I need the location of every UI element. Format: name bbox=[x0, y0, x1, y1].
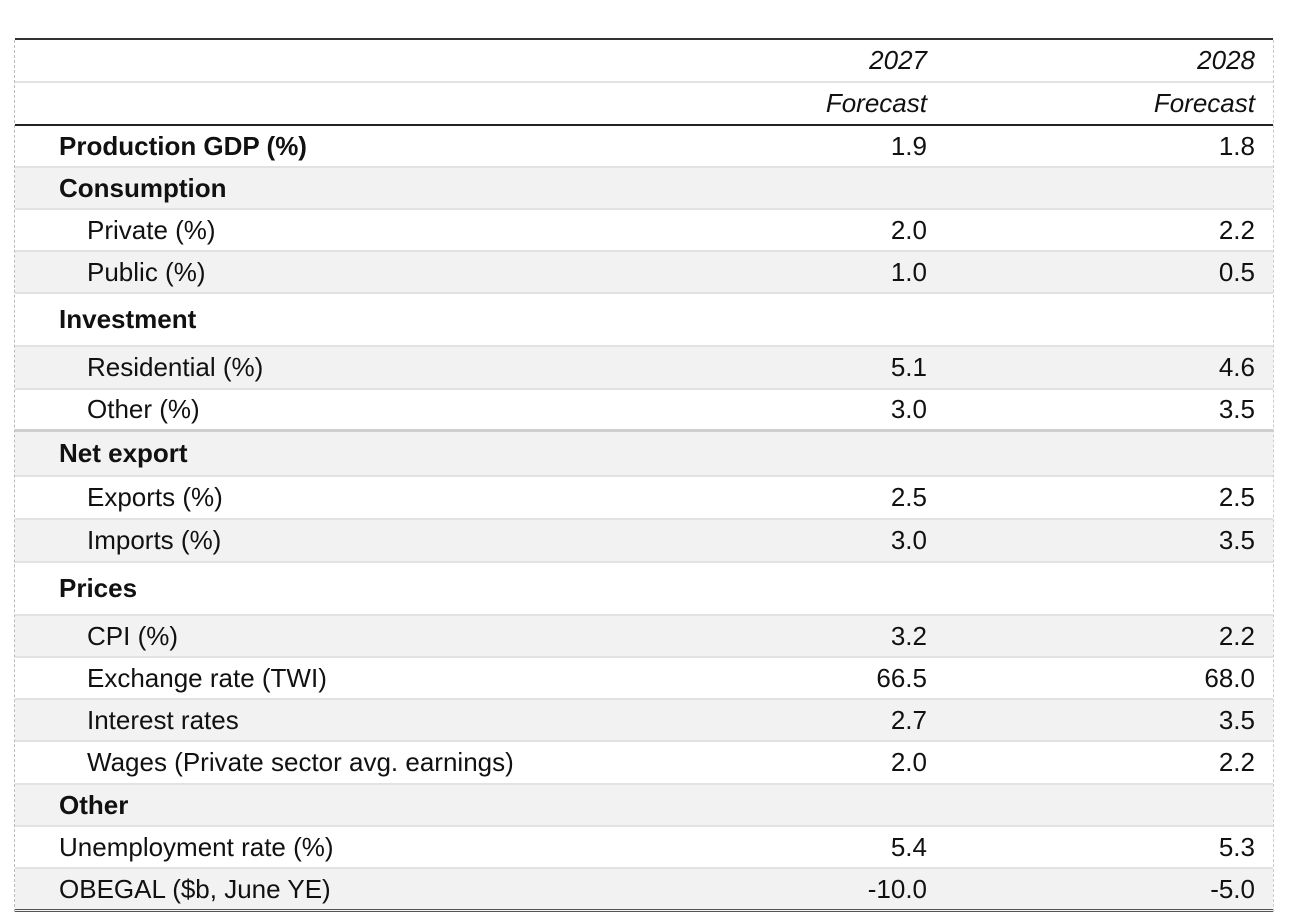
value-cell: 2.2 bbox=[1218, 747, 1255, 777]
value-cell: 3.5 bbox=[1218, 525, 1255, 555]
value-cell: 5.1 bbox=[890, 352, 927, 382]
table-row: OBEGAL ($b, June YE) -10.0 -5.0 bbox=[15, 869, 1273, 912]
table-row: Other (%) 3.0 3.5 bbox=[15, 390, 1273, 432]
table-row: Unemployment rate (%) 5.4 5.3 bbox=[15, 827, 1273, 869]
row-label: Exchange rate (TWI) bbox=[87, 662, 327, 693]
value-cell: 4.6 bbox=[1218, 352, 1255, 382]
table-row: Consumption bbox=[15, 168, 1273, 210]
row-label: Unemployment rate (%) bbox=[59, 831, 334, 862]
table-row: Residential (%) 5.1 4.6 bbox=[15, 347, 1273, 390]
value-cell: 2.5 bbox=[890, 482, 927, 512]
table-row: Interest rates 2.7 3.5 bbox=[15, 700, 1273, 742]
row-label: Imports (%) bbox=[87, 525, 222, 555]
table-row: Investment bbox=[15, 294, 1273, 347]
column-header: 2028 bbox=[1197, 45, 1255, 75]
row-label: Private (%) bbox=[87, 214, 216, 245]
row-label: Residential (%) bbox=[87, 352, 264, 382]
row-label: Public (%) bbox=[87, 256, 206, 287]
value-cell: 2.2 bbox=[1218, 620, 1255, 651]
value-cell: 0.5 bbox=[1218, 256, 1255, 287]
value-cell: 3.2 bbox=[890, 620, 927, 651]
row-label: Interest rates bbox=[87, 704, 239, 735]
header-row: 2027 2028 bbox=[15, 40, 1273, 83]
table-row: Exchange rate (TWI) 66.5 68.0 bbox=[15, 658, 1273, 700]
row-label: Investment bbox=[59, 304, 197, 334]
value-cell: 2.0 bbox=[890, 747, 927, 777]
column-header: Forecast bbox=[1153, 88, 1255, 118]
value-cell: -10.0 bbox=[867, 873, 927, 904]
row-label: Net export bbox=[59, 438, 188, 468]
table-row: Net export bbox=[15, 432, 1273, 477]
value-cell: 2.2 bbox=[1218, 214, 1255, 245]
value-cell: 2.5 bbox=[1218, 482, 1255, 512]
row-label: OBEGAL ($b, June YE) bbox=[59, 873, 331, 904]
value-cell: 66.5 bbox=[876, 662, 927, 693]
value-cell: 1.0 bbox=[890, 256, 927, 287]
row-label: Other (%) bbox=[87, 394, 200, 424]
table-row: CPI (%) 3.2 2.2 bbox=[15, 616, 1273, 658]
table-row: Private (%) 2.0 2.2 bbox=[15, 210, 1273, 252]
row-label: Consumption bbox=[59, 172, 227, 203]
value-cell: 3.0 bbox=[890, 525, 927, 555]
table-row: Prices bbox=[15, 563, 1273, 616]
forecast-table: 2027 2028 Forecast Forecast Production GDP (… bbox=[14, 38, 1274, 912]
table-row: Production GDP (%) 1.9 1.8 bbox=[15, 126, 1273, 168]
column-header: 2027 bbox=[869, 45, 927, 75]
table-row: Public (%) 1.0 0.5 bbox=[15, 252, 1273, 294]
row-label: Prices bbox=[59, 573, 138, 603]
row-label: Exports (%) bbox=[87, 482, 223, 512]
value-cell: 5.3 bbox=[1218, 831, 1255, 862]
value-cell: 5.4 bbox=[890, 831, 927, 862]
value-cell: 3.0 bbox=[890, 394, 927, 424]
row-label: Wages (Private sector avg. earnings) bbox=[87, 747, 514, 777]
value-cell: 3.5 bbox=[1218, 394, 1255, 424]
value-cell: 2.0 bbox=[890, 214, 927, 245]
row-label: CPI (%) bbox=[87, 620, 178, 651]
value-cell: 68.0 bbox=[1204, 662, 1255, 693]
value-cell: 1.8 bbox=[1218, 130, 1255, 161]
row-label: Other bbox=[59, 789, 129, 820]
value-cell: 1.9 bbox=[890, 130, 927, 161]
table-row: Wages (Private sector avg. earnings) 2.0 2… bbox=[15, 742, 1273, 785]
table-row: Imports (%) 3.0 3.5 bbox=[15, 520, 1273, 563]
value-cell: 2.7 bbox=[890, 704, 927, 735]
value-cell: -5.0 bbox=[1210, 873, 1255, 904]
column-header: Forecast bbox=[825, 88, 927, 118]
top-border bbox=[15, 38, 1273, 40]
table-row: Other bbox=[15, 785, 1273, 827]
row-label: Production GDP (%) bbox=[59, 130, 307, 161]
table-row: Exports (%) 2.5 2.5 bbox=[15, 477, 1273, 520]
value-cell: 3.5 bbox=[1218, 704, 1255, 735]
header-row: Forecast Forecast bbox=[15, 83, 1273, 126]
